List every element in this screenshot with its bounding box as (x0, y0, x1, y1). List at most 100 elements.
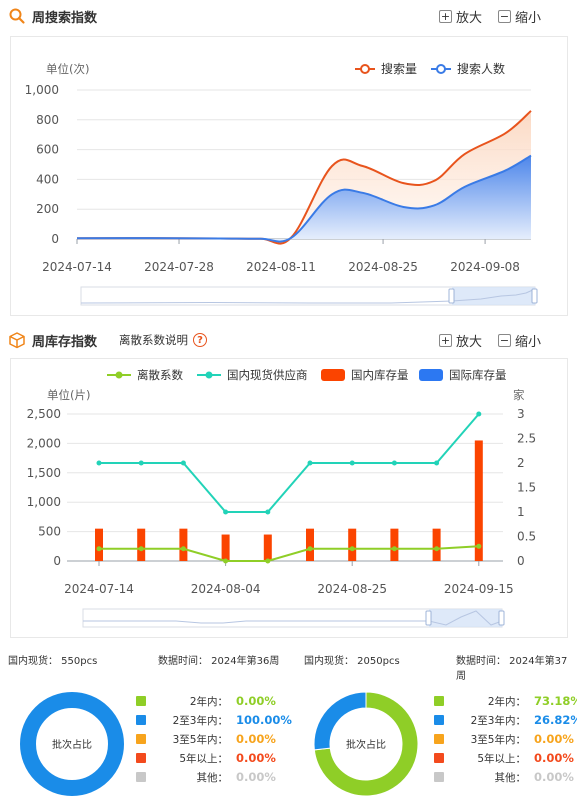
donut-legend-row: 5年以上： 0.00% (136, 749, 276, 767)
domestic-stock-bar (432, 528, 441, 561)
stock-y-tick-label: 500 (38, 525, 61, 539)
batch-donut-left: 批次占比 (20, 692, 124, 796)
donut-legend-row: 其他： 0.00% (136, 768, 276, 786)
legend-swatch (136, 696, 146, 706)
legend-searchers[interactable]: 搜索人数 (431, 61, 505, 76)
stock-y2-tick-label: 2.5 (517, 432, 536, 446)
legend-label: 2年内： (487, 695, 526, 708)
stock-section-header: 周库存指数 离散系数说明 ? + 放大 − 缩小 (0, 328, 577, 352)
legend-supplier-label: 国内现货供应商 (227, 368, 308, 382)
domestic-stock-bar (390, 528, 399, 561)
info-time-left: 数据时间： 2024年第36周 (158, 656, 280, 667)
help-icon[interactable]: ? (193, 333, 208, 347)
legend-intl-stock-label: 国际库存量 (449, 368, 507, 382)
stock-zoom-in-label: 放大 (455, 334, 482, 350)
minus-icon: − (497, 333, 511, 347)
legend-searchers-label: 搜索人数 (457, 61, 505, 76)
search-legend: 搜索量 搜索人数 (355, 61, 505, 76)
legend-intl-stock[interactable]: 国际库存量 (419, 368, 507, 382)
stock-x-tick-label: 2024-07-14 (64, 582, 134, 596)
donut-legend-row: 2至3年内： 100.00% (136, 711, 292, 729)
legend-swatch (136, 772, 146, 782)
stock-x-tick-label: 2024-08-04 (191, 582, 261, 596)
legend-value: 26.82% (534, 713, 577, 727)
minus-icon: − (497, 9, 511, 23)
search-zoom-in-label: 放大 (455, 10, 482, 26)
supplier-point (138, 460, 144, 466)
search-x-tick-label: 2024-08-25 (348, 260, 418, 274)
supplier-point (180, 460, 186, 466)
legend-value: 0.00% (236, 751, 276, 765)
supplier-point (391, 460, 397, 466)
legend-label: 2至3年内： (172, 714, 228, 727)
legend-value: 73.18% (534, 694, 577, 708)
legend-swatch (434, 734, 444, 744)
domestic-stock-bar (179, 528, 188, 561)
donut-right-center-label: 批次占比 (346, 738, 386, 751)
stock-y-tick-label: 1,000 (27, 495, 61, 509)
legend-supplier[interactable]: 国内现货供应商 (197, 368, 308, 382)
stock-data-zoom[interactable] (82, 608, 505, 628)
stock-y2-tick-label: 0 (517, 554, 525, 568)
search-zoom-in-button[interactable]: + 放大 (438, 7, 482, 26)
legend-label: 3至5年内： (470, 733, 526, 746)
stock-chart: 离散系数 国内现货供应商 国内库存量 国际库存量 单位(片) 家 0 500 1,0… (27, 368, 536, 628)
search-y-tick-label: 600 (36, 143, 59, 157)
legend-label: 5年以上： (477, 752, 526, 765)
dispersion-point (223, 558, 229, 564)
legend-value: 0.00% (534, 751, 574, 765)
domestic-stock-bar (263, 534, 272, 561)
dispersion-point (391, 546, 397, 552)
stock-zoom-in-button[interactable]: + 放大 (438, 331, 482, 350)
legend-value: 100.00% (236, 713, 292, 727)
plus-icon: + (438, 9, 452, 23)
donut-slice (313, 691, 419, 797)
legend-value: 0.00% (236, 732, 276, 746)
donut-legend-row: 2至3年内： 26.82% (434, 711, 577, 729)
supplier-point (223, 509, 229, 515)
supplier-point (476, 411, 482, 417)
domestic-stock-bar (306, 528, 314, 561)
stock-zoom-handle-left[interactable] (425, 610, 432, 626)
supplier-point (349, 460, 355, 466)
supplier-point (307, 460, 313, 466)
search-y-tick-label: 0 (51, 232, 59, 246)
dispersion-point (434, 546, 440, 552)
legend-label: 2至3年内： (470, 714, 526, 727)
legend-swatch (434, 715, 444, 725)
stock-y-tick-label: 0 (53, 554, 61, 568)
dispersion-help-link[interactable]: 离散系数说明 (119, 333, 189, 347)
stock-zoom-handle-right[interactable] (498, 610, 505, 626)
info-time-right: 数据时间： 2024年第37周 (456, 656, 568, 682)
stock-zoom-out-label: 缩小 (514, 334, 541, 350)
search-x-tick-label: 2024-08-11 (246, 260, 316, 274)
search-y-tick-label: 1,000 (25, 83, 59, 97)
stock-bars (95, 440, 483, 561)
search-zoom-out-button[interactable]: − 缩小 (497, 7, 541, 26)
stock-lines (96, 411, 482, 564)
stock-y2-unit-label: 家 (513, 388, 525, 402)
donut-legend-row: 其他： 0.00% (434, 768, 574, 786)
dispersion-line (99, 545, 479, 562)
info-stock-left: 国内现货： 550pcs (8, 656, 98, 667)
search-x-tick-label: 2024-09-08 (450, 260, 520, 274)
search-y-tick-label: 400 (36, 172, 59, 186)
search-zoom-handle-right[interactable] (531, 288, 538, 304)
legend-value: 0.00% (534, 770, 574, 784)
search-data-zoom[interactable] (80, 286, 538, 306)
legend-label: 2年内： (189, 695, 228, 708)
search-y-axis: 0 200 400 600 800 1,000 (25, 83, 59, 246)
legend-domestic-stock-label: 国内库存量 (351, 368, 409, 382)
stock-y2-tick-label: 1 (517, 505, 525, 519)
legend-domestic-stock[interactable]: 国内库存量 (321, 368, 409, 382)
legend-search-volume-label: 搜索量 (381, 61, 417, 76)
search-y-tick-label: 200 (36, 202, 59, 216)
searchers-line (76, 154, 532, 243)
legend-dispersion[interactable]: 离散系数 (107, 368, 183, 382)
donut-slice (313, 691, 367, 751)
legend-swatch (434, 696, 444, 706)
stock-zoom-out-button[interactable]: − 缩小 (497, 331, 541, 350)
search-y-unit-label: 单位(次) (46, 62, 89, 76)
search-zoom-handle-left[interactable] (448, 288, 455, 304)
legend-search-volume[interactable]: 搜索量 (355, 61, 417, 76)
